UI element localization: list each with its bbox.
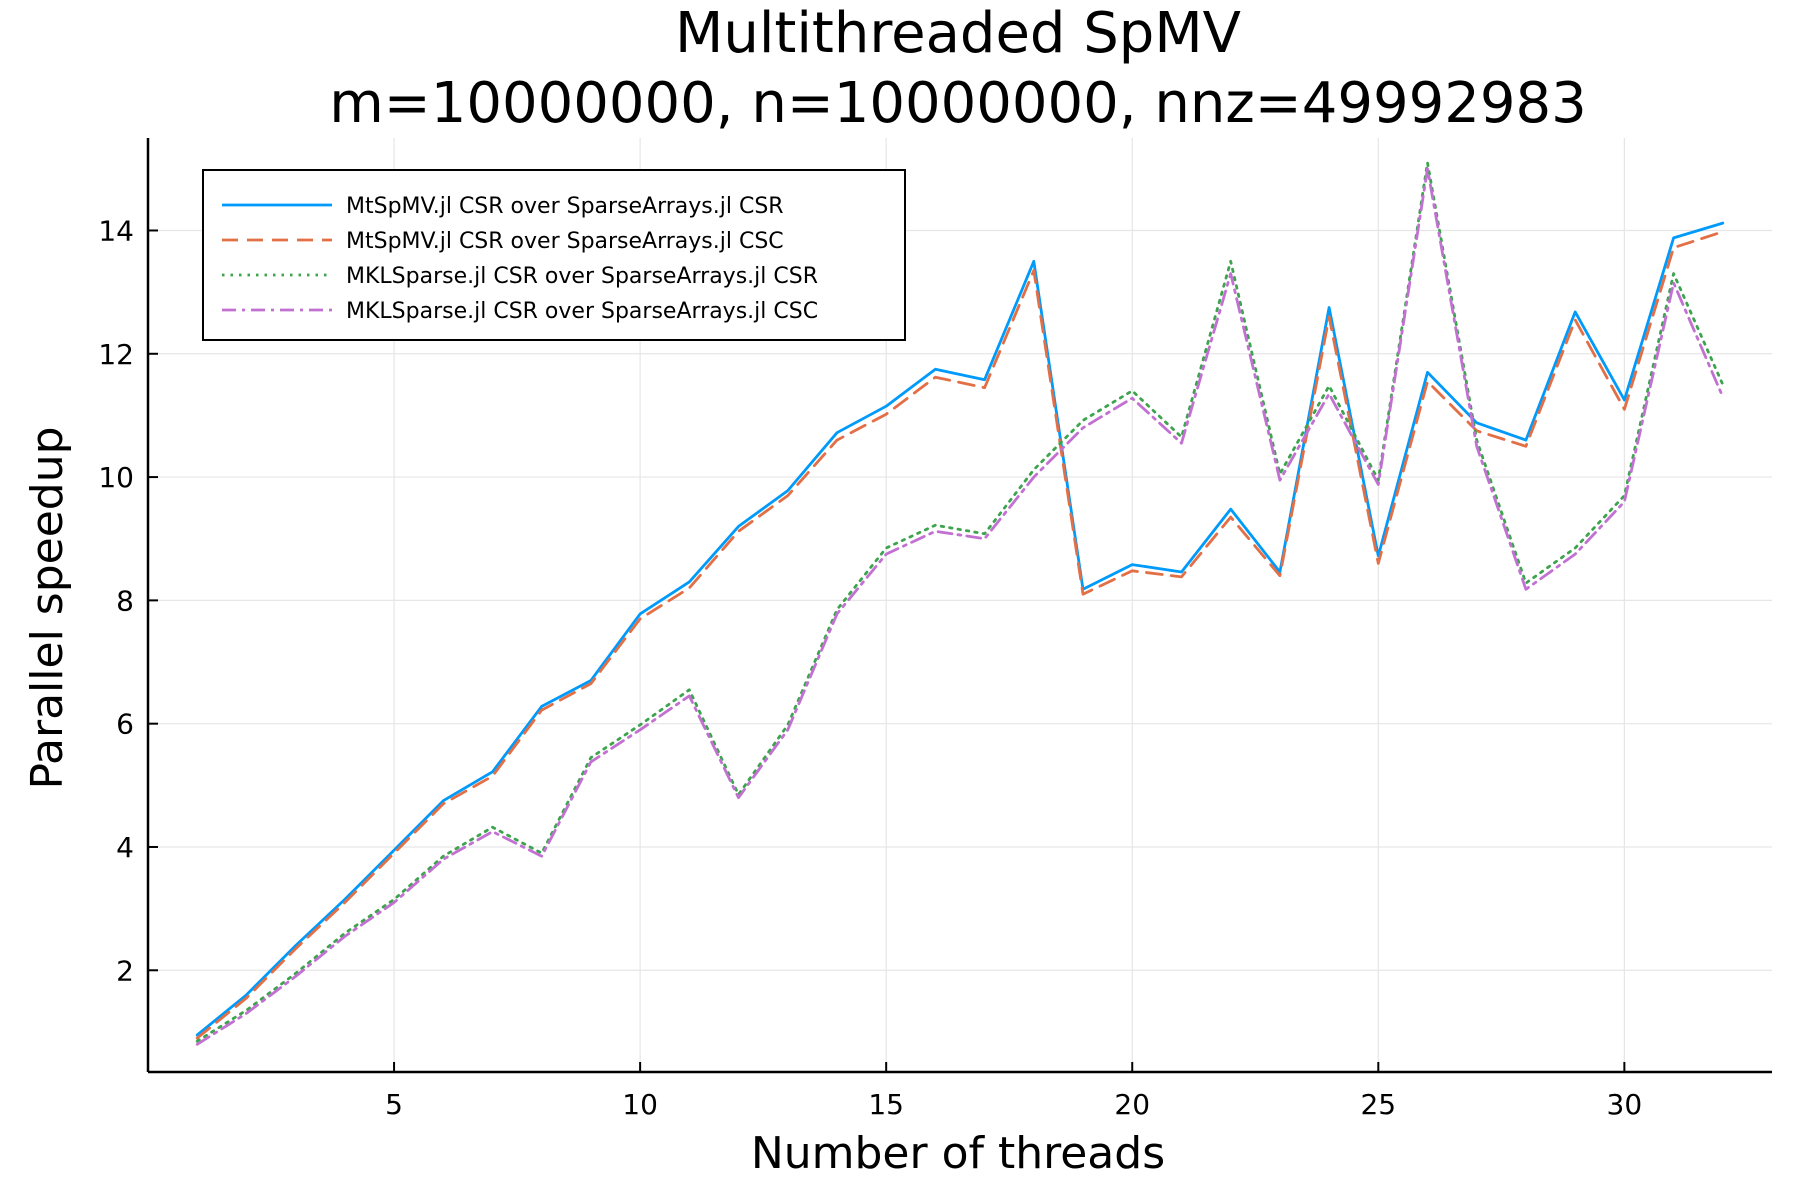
tick-labels: 5 10 15 20 25 30 2 4 6 8 10 12 14 bbox=[98, 214, 1642, 1121]
x-tick-label: 10 bbox=[622, 1088, 658, 1121]
grid bbox=[148, 138, 1772, 1072]
x-tick-label: 25 bbox=[1360, 1088, 1396, 1121]
series-line-1 bbox=[195, 221, 1725, 1037]
y-tick-label: 6 bbox=[116, 708, 134, 741]
legend-box bbox=[202, 169, 906, 341]
legend-label-1: MtSpMV.jl CSR over SparseArrays.jl CSR bbox=[346, 194, 784, 219]
y-tick-label: 2 bbox=[116, 954, 134, 987]
axes bbox=[146, 138, 1772, 1074]
series-line-3 bbox=[195, 161, 1725, 1043]
x-axis-label: Number of threads bbox=[751, 1128, 1165, 1179]
chart-title: Multithreaded SpMV bbox=[675, 1, 1241, 66]
legend-label-4: MKLSparse.jl CSR over SparseArrays.jl CS… bbox=[346, 299, 818, 324]
y-tick-label: 14 bbox=[98, 214, 134, 247]
y-tick-label: 12 bbox=[98, 338, 134, 371]
x-tick-label: 30 bbox=[1607, 1088, 1643, 1121]
x-tick-label: 15 bbox=[868, 1088, 904, 1121]
y-tick-label: 10 bbox=[98, 461, 134, 494]
y-tick-label: 4 bbox=[116, 831, 134, 864]
x-tick-label: 5 bbox=[385, 1088, 403, 1121]
legend-label-3: MKLSparse.jl CSR over SparseArrays.jl CS… bbox=[346, 264, 818, 289]
y-axis-label: Parallel speedup bbox=[22, 426, 73, 789]
series-line-2 bbox=[195, 230, 1725, 1040]
legend-label-2: MtSpMV.jl CSR over SparseArrays.jl CSC bbox=[346, 229, 784, 254]
chart-subtitle: m=10000000, n=10000000, nnz=49992983 bbox=[329, 71, 1586, 136]
x-tick-label: 20 bbox=[1114, 1088, 1150, 1121]
series-line-4 bbox=[195, 167, 1725, 1046]
y-tick-label: 8 bbox=[116, 584, 134, 617]
legend: MtSpMV.jl CSR over SparseArrays.jl CSR Mt… bbox=[202, 169, 906, 341]
series-lines bbox=[195, 161, 1725, 1046]
